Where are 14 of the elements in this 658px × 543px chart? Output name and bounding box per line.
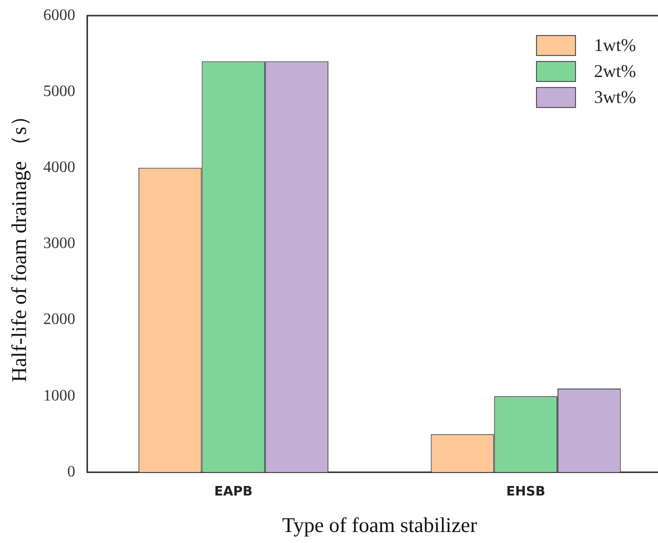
y-tick-label: 3000 xyxy=(43,235,76,252)
y-axis-title: Half-life of foam drainage （s） xyxy=(7,106,32,382)
legend-label: 1wt% xyxy=(594,34,636,56)
y-tick-label: 0 xyxy=(67,463,76,480)
legend-label: 3wt% xyxy=(594,86,636,108)
y-tick-label: 1000 xyxy=(43,387,76,404)
x-tick-label: EAPB xyxy=(214,484,253,500)
y-tick-label: 5000 xyxy=(43,82,76,100)
x-tick-label: EHSB xyxy=(506,484,546,500)
y-tick-label: 4000 xyxy=(43,159,76,176)
legend-label: 2wt% xyxy=(594,60,636,82)
y-tick-label: 6000 xyxy=(43,6,76,24)
x-axis-title: Type of foam stabilizer xyxy=(282,512,478,537)
y-tick-label: 2000 xyxy=(43,311,76,328)
